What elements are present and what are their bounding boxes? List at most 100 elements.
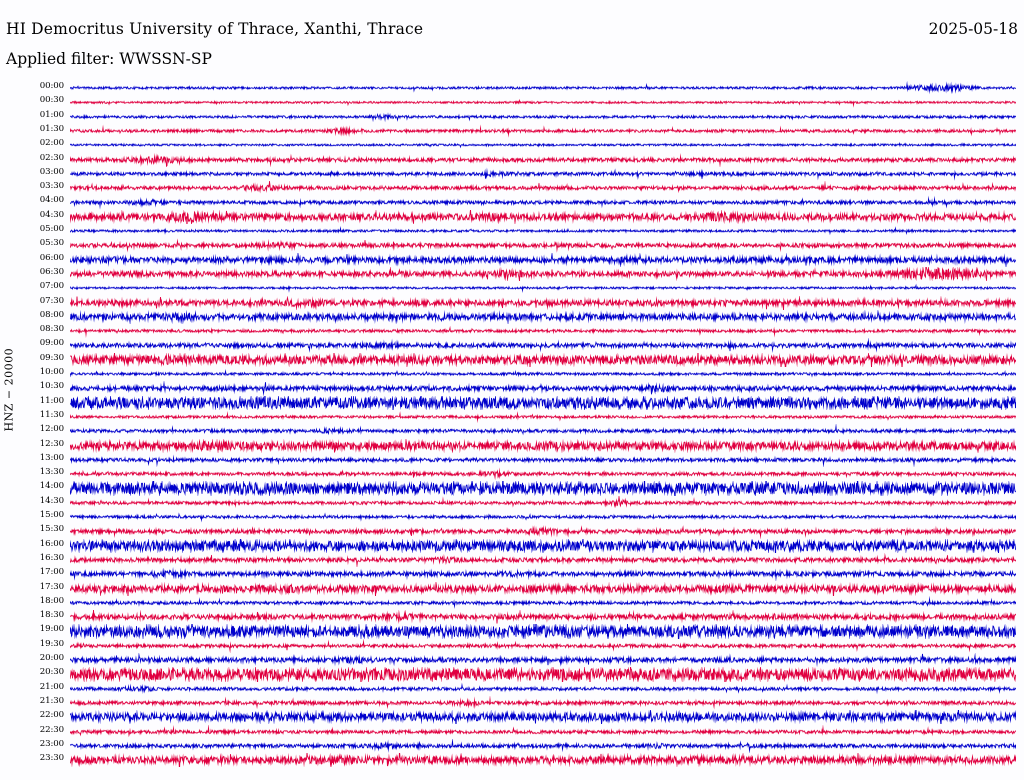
- seismic-trace: [70, 195, 1016, 210]
- trace-row: 23:00: [0, 738, 1024, 754]
- date-label: 2025-05-18: [928, 20, 1018, 38]
- trace-row: 03:30: [0, 181, 1024, 196]
- trace-row-time-label: 17:30: [39, 581, 64, 592]
- seismic-trace: [70, 252, 1016, 267]
- trace-row: 21:30: [0, 695, 1024, 711]
- seismic-trace: [70, 152, 1016, 167]
- seismic-trace: [70, 324, 1016, 339]
- trace-row: 20:00: [0, 653, 1024, 668]
- trace-row: 19:30: [0, 638, 1024, 653]
- trace-row-time-label: 18:30: [39, 610, 64, 621]
- trace-row-time-label: 17:00: [39, 567, 64, 578]
- trace-row: 23:30: [0, 753, 1024, 768]
- trace-row: 17:30: [0, 581, 1024, 596]
- seismic-trace: [70, 710, 1016, 725]
- trace-row: 10:30: [0, 381, 1024, 396]
- trace-row-time-label: 15:00: [39, 510, 64, 520]
- trace-row-time-label: 13:00: [39, 452, 64, 463]
- trace-row: 21:00: [0, 681, 1024, 696]
- trace-row: 01:30: [0, 123, 1024, 139]
- seismic-trace: [70, 452, 1016, 468]
- trace-row-time-label: 16:30: [39, 552, 64, 563]
- trace-row-time-label: 01:30: [39, 123, 64, 134]
- seismic-trace: [70, 352, 1016, 367]
- trace-row: 09:00: [0, 338, 1024, 353]
- trace-row-time-label: 04:00: [39, 195, 64, 206]
- trace-row: 07:00: [0, 281, 1024, 296]
- seismic-trace: [70, 166, 1016, 182]
- trace-row: 04:30: [0, 209, 1024, 224]
- trace-row: 12:00: [0, 424, 1024, 439]
- trace-row-time-label: 08:00: [39, 309, 64, 320]
- trace-row-time-label: 01:00: [39, 109, 64, 120]
- trace-row-time-label: 11:30: [39, 409, 64, 420]
- seismic-trace: [70, 638, 1016, 653]
- trace-row-time-label: 00:00: [39, 81, 64, 91]
- trace-row: 15:00: [0, 510, 1024, 525]
- seismic-trace: [70, 81, 1016, 96]
- trace-row-time-label: 07:00: [39, 281, 64, 292]
- seismic-trace: [70, 653, 1016, 668]
- trace-row: 18:30: [0, 610, 1024, 625]
- trace-row: 18:00: [0, 595, 1024, 611]
- trace-row-time-label: 20:00: [39, 653, 64, 663]
- trace-row-time-label: 04:30: [39, 209, 64, 220]
- trace-row: 17:00: [0, 567, 1024, 582]
- seismic-trace: [70, 295, 1016, 310]
- seismic-trace: [70, 753, 1016, 768]
- seismic-trace: [70, 724, 1016, 739]
- trace-row-time-label: 19:30: [39, 638, 64, 649]
- seismic-trace: [70, 338, 1016, 353]
- seismic-trace: [70, 424, 1016, 439]
- trace-row-time-label: 23:00: [39, 738, 64, 749]
- seismic-trace: [70, 109, 1016, 124]
- trace-row: 16:00: [0, 538, 1024, 553]
- trace-row: 08:00: [0, 309, 1024, 325]
- trace-row: 06:00: [0, 252, 1024, 267]
- seismic-trace: [70, 309, 1016, 325]
- trace-row: 08:30: [0, 324, 1024, 339]
- trace-row-time-label: 10:00: [39, 367, 64, 377]
- seismic-trace: [70, 224, 1016, 239]
- seismic-trace: [70, 467, 1016, 482]
- trace-row: 11:30: [0, 409, 1024, 425]
- trace-row-time-label: 22:00: [39, 710, 64, 721]
- trace-row-time-label: 12:30: [39, 438, 64, 449]
- seismic-trace: [70, 524, 1016, 539]
- trace-row: 00:30: [0, 95, 1024, 110]
- trace-row: 00:00: [0, 81, 1024, 96]
- trace-row-time-label: 21:30: [39, 695, 64, 706]
- trace-row-time-label: 06:00: [39, 252, 64, 263]
- seismic-trace: [70, 395, 1016, 410]
- trace-row: 14:30: [0, 495, 1024, 510]
- trace-row: 10:00: [0, 367, 1024, 382]
- trace-row: 02:30: [0, 152, 1024, 167]
- trace-row-time-label: 05:00: [39, 224, 64, 234]
- trace-row-time-label: 02:00: [39, 138, 64, 149]
- trace-row: 15:30: [0, 524, 1024, 539]
- trace-row-time-label: 14:00: [39, 481, 64, 492]
- trace-row-time-label: 02:30: [39, 152, 64, 163]
- trace-row-time-label: 09:00: [39, 338, 64, 349]
- trace-row: 13:30: [0, 467, 1024, 482]
- seismic-trace: [70, 481, 1016, 496]
- seismic-trace: [70, 552, 1016, 568]
- helicorder-plot: 00:00 00:30 01:00 01:30 02:00 02:30 03:00 03:30…: [0, 78, 1024, 780]
- seismic-trace: [70, 95, 1016, 110]
- trace-row-time-label: 14:30: [39, 495, 64, 506]
- chart-header: HI Democritus University of Thrace, Xant…: [0, 0, 1024, 78]
- trace-row: 19:00: [0, 624, 1024, 639]
- trace-row-time-label: 20:30: [39, 667, 64, 678]
- trace-row-time-label: 09:30: [39, 352, 64, 363]
- trace-row: 12:30: [0, 438, 1024, 453]
- seismic-trace: [70, 624, 1016, 639]
- seismic-trace: [70, 695, 1016, 711]
- seismic-trace: [70, 381, 1016, 396]
- trace-row: 11:00: [0, 395, 1024, 410]
- trace-row-time-label: 22:30: [39, 724, 64, 735]
- seismic-trace: [70, 495, 1016, 510]
- trace-row: 04:00: [0, 195, 1024, 210]
- trace-row-time-label: 21:00: [39, 681, 64, 692]
- trace-row: 22:30: [0, 724, 1024, 739]
- trace-row-time-label: 18:00: [39, 595, 64, 606]
